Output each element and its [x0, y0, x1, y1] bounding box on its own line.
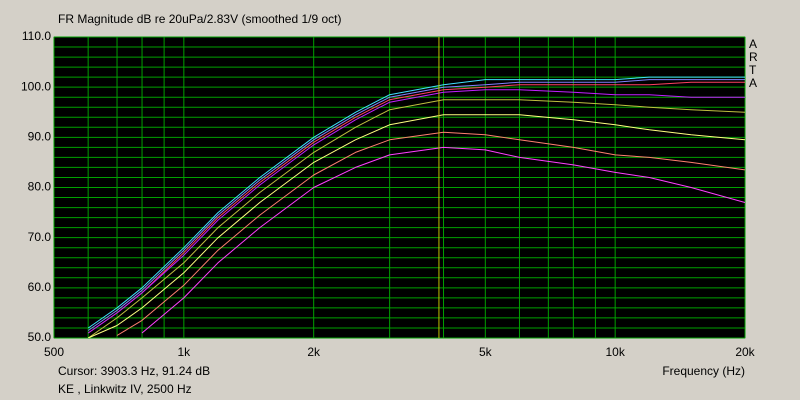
curves: [87, 76, 745, 338]
x-tick-label: 500: [44, 345, 64, 359]
y-tick-label: 110.0: [22, 29, 51, 43]
cursor-readout: Cursor: 3903.3 Hz, 91.24 dB: [58, 364, 210, 378]
x-axis-label: Frequency (Hz): [662, 364, 745, 378]
response-curve: [87, 81, 745, 334]
response-curve: [116, 131, 745, 336]
x-tick-label: 10k: [605, 345, 625, 359]
response-curve: [87, 79, 745, 331]
side-label: ARTA: [749, 37, 758, 90]
y-tick-label: 100.0: [21, 79, 51, 93]
y-tick-label: 60.0: [28, 280, 52, 294]
y-tick-label: 70.0: [28, 230, 52, 244]
x-tick-label: 20k: [735, 345, 755, 359]
response-curve: [87, 99, 745, 338]
x-tick-label: 2k: [307, 345, 321, 359]
response-curve: [87, 76, 745, 329]
y-tick-label: 90.0: [28, 130, 52, 144]
grid: [53, 36, 746, 339]
response-curve: [88, 114, 745, 338]
response-curve: [87, 89, 745, 334]
x-tick-label: 1k: [177, 345, 191, 359]
y-tick-label: 80.0: [28, 180, 52, 194]
response-curve: [141, 146, 745, 334]
filter-note: KE , Linkwitz IV, 2500 Hz: [58, 382, 192, 396]
y-tick-label: 50.0: [28, 330, 52, 344]
x-tick-label: 5k: [479, 345, 493, 359]
chart-title: FR Magnitude dB re 20uPa/2.83V (smoothed…: [58, 12, 342, 26]
